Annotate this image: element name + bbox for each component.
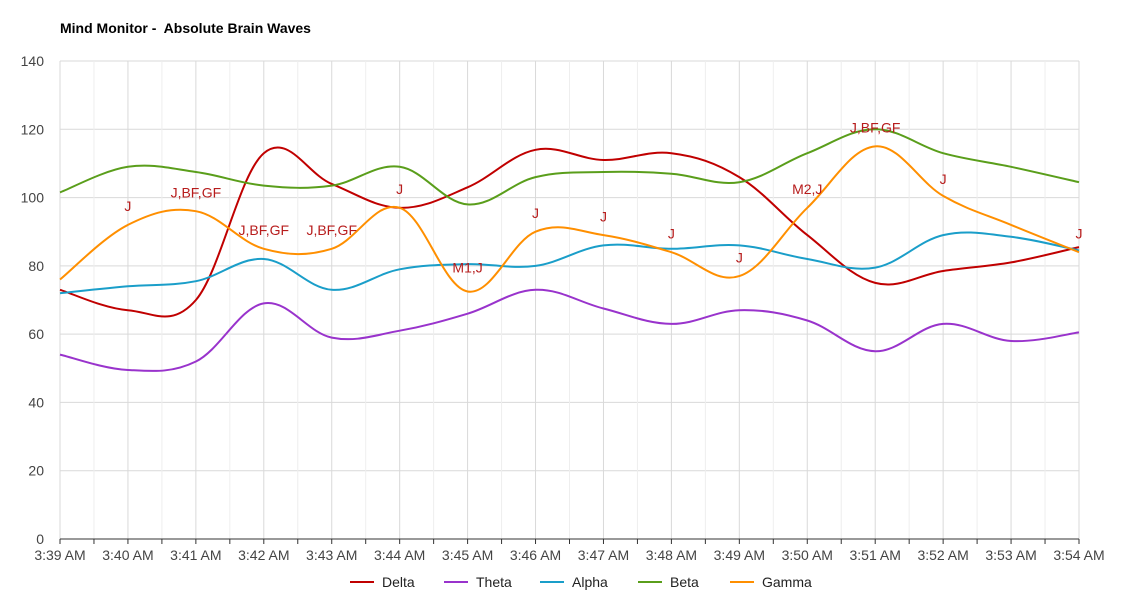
annotation-label: J bbox=[940, 171, 947, 187]
annotation-label: J,BF,GF bbox=[239, 222, 290, 238]
y-tick-label: 120 bbox=[21, 121, 45, 137]
y-tick-label: 100 bbox=[21, 190, 45, 206]
y-tick-label: 20 bbox=[28, 463, 44, 479]
x-tick-label: 3:39 AM bbox=[34, 547, 85, 563]
chart-title: Mind Monitor - Absolute Brain Waves bbox=[60, 20, 311, 36]
annotation-label: J bbox=[532, 205, 539, 221]
y-tick-label: 80 bbox=[28, 258, 44, 274]
x-tick-label: 3:45 AM bbox=[442, 547, 493, 563]
annotation-label: J,BF,GF bbox=[171, 185, 222, 201]
series-line-delta bbox=[59, 146, 1080, 318]
series-line-gamma bbox=[59, 145, 1080, 293]
annotation-label: J bbox=[736, 249, 743, 265]
annotation-label: J bbox=[124, 198, 131, 214]
legend-label: Theta bbox=[476, 574, 512, 590]
y-tick-label: 60 bbox=[28, 326, 44, 342]
annotations: J J,BF,GF J,BF,GF J,BF,GF J M1,J J J J J M2,J J,BF,… bbox=[124, 120, 1082, 276]
x-tick-label: 3:47 AM bbox=[578, 547, 629, 563]
series-line-theta bbox=[59, 288, 1080, 372]
x-tick-label: 3:40 AM bbox=[102, 547, 153, 563]
legend-item-delta: Delta bbox=[350, 574, 415, 590]
y-tick-label: 40 bbox=[28, 394, 44, 410]
legend-item-theta: Theta bbox=[444, 574, 512, 590]
annotation-label: J bbox=[1076, 226, 1083, 242]
series-line-beta bbox=[59, 128, 1080, 206]
axes: 0 20 40 60 80 100 120 140 3:39 AM 3:40 AM 3:41 AM 3… bbox=[21, 53, 1105, 563]
x-tick-label: 3:43 AM bbox=[306, 547, 357, 563]
x-tick-label: 3:42 AM bbox=[238, 547, 289, 563]
x-tick-label: 3:48 AM bbox=[646, 547, 697, 563]
annotation-label: J bbox=[600, 208, 607, 224]
x-tick-label: 3:44 AM bbox=[374, 547, 425, 563]
x-tick-label: 3:46 AM bbox=[510, 547, 561, 563]
x-tick-label: 3:53 AM bbox=[985, 547, 1036, 563]
legend-item-alpha: Alpha bbox=[540, 574, 608, 590]
series-lines bbox=[59, 128, 1080, 372]
legend-item-beta: Beta bbox=[638, 574, 699, 590]
annotation-label: M2,J bbox=[792, 181, 822, 197]
x-tick-label: 3:54 AM bbox=[1053, 547, 1104, 563]
legend-label: Gamma bbox=[762, 574, 812, 590]
annotation-label: M1,J bbox=[452, 260, 482, 276]
legend-label: Alpha bbox=[572, 574, 608, 590]
annotation-label: J bbox=[668, 226, 675, 242]
grid bbox=[59, 60, 1080, 539]
x-tick-label: 3:51 AM bbox=[850, 547, 901, 563]
legend-item-gamma: Gamma bbox=[730, 574, 812, 590]
annotation-label: J bbox=[396, 181, 403, 197]
annotation-label: J,BF,GF bbox=[850, 120, 901, 136]
series-line-alpha bbox=[59, 231, 1080, 295]
legend-label: Delta bbox=[382, 574, 415, 590]
y-tick-label: 0 bbox=[36, 531, 44, 547]
x-tick-label: 3:50 AM bbox=[782, 547, 833, 563]
x-tick-label: 3:52 AM bbox=[917, 547, 968, 563]
x-tick-label: 3:41 AM bbox=[170, 547, 221, 563]
legend: Delta Theta Alpha Beta Gamma bbox=[350, 574, 812, 590]
x-tick-label: 3:49 AM bbox=[714, 547, 765, 563]
legend-label: Beta bbox=[670, 574, 699, 590]
y-tick-label: 140 bbox=[21, 53, 45, 69]
annotation-label: J,BF,GF bbox=[306, 222, 357, 238]
